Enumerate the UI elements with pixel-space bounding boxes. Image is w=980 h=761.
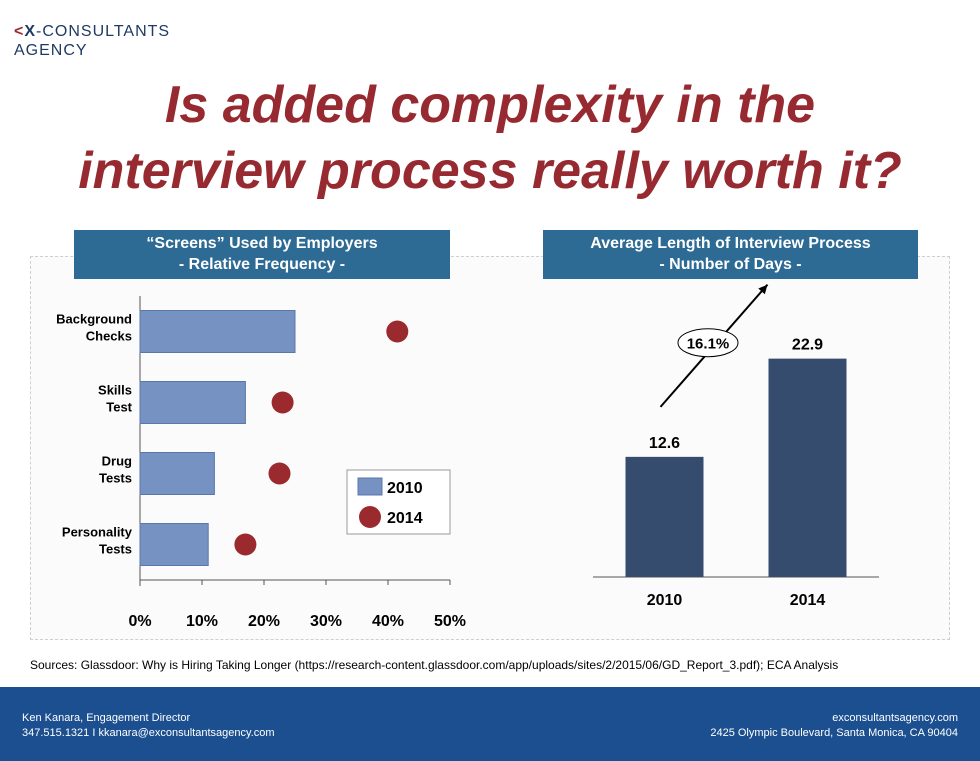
title-line1: Is added complexity in the — [164, 76, 816, 134]
dot-2014 — [268, 462, 291, 485]
bar-2010 — [139, 452, 215, 495]
legend-label-2014: 2014 — [387, 510, 423, 527]
category-label: Drug — [102, 454, 132, 469]
legend-label-2010: 2010 — [387, 480, 423, 497]
x-tick-label: 40% — [372, 613, 404, 630]
category-label: 2010 — [647, 592, 683, 609]
footer-address: 2425 Olympic Boulevard, Santa Monica, CA… — [710, 727, 958, 739]
footer-name: Ken Kanara, Engagement Director — [22, 712, 191, 724]
bar-2010 — [139, 381, 246, 424]
x-tick-label: 30% — [310, 613, 342, 630]
data-label: 12.6 — [649, 435, 680, 452]
dot-2014 — [234, 533, 257, 556]
growth-label: 16.1% — [687, 336, 730, 353]
footer: Ken Kanara, Engagement Director 347.515.… — [0, 687, 980, 761]
dot-2014 — [271, 391, 294, 414]
footer-website[interactable]: exconsultantsagency.com — [832, 712, 958, 724]
bar-2010 — [625, 456, 704, 577]
interview-length-chart: 12.6 2010 22.9 2014 16.1% — [593, 283, 879, 609]
growth-arrowhead — [758, 284, 768, 295]
category-label: Tests — [99, 542, 132, 557]
category-label: 2014 — [790, 592, 826, 609]
bar-2010 — [139, 310, 296, 353]
category-label: Personality — [62, 525, 133, 540]
x-tick-label: 20% — [248, 613, 280, 630]
company-logo: <X-CONSULTANTS AGENCY — [14, 22, 170, 60]
dot-2014 — [386, 320, 409, 343]
growth-label-bubble — [677, 328, 739, 358]
x-tick-label: 50% — [434, 613, 466, 630]
category-label: Checks — [86, 329, 132, 344]
logo-line2: AGENCY — [14, 42, 88, 59]
title-line2: interview process really worth it? — [78, 142, 902, 200]
bar-2010 — [139, 523, 209, 566]
logo-mark: <X — [14, 23, 37, 40]
category-label: Test — [106, 400, 132, 415]
category-label: Skills — [98, 383, 132, 398]
right-chart-title: Average Length of Interview Process — [590, 235, 871, 252]
footer-contact[interactable]: 347.515.1321 I kkanara@exconsultantsagen… — [22, 727, 275, 739]
x-tick-label: 0% — [128, 613, 151, 630]
legend-swatch-2010 — [357, 477, 383, 496]
left-chart-header: “Screens” Used by Employers - Relative F… — [74, 230, 450, 279]
data-label: 22.9 — [792, 337, 823, 354]
left-chart-subtitle: - Relative Frequency - — [178, 256, 346, 273]
screens-chart: 0% 10% 20% 30% 40% 50% Background Checks Skills T… — [56, 296, 466, 630]
x-tick-label: 10% — [186, 613, 218, 630]
category-label: Tests — [99, 471, 132, 486]
right-chart-header: Average Length of Interview Process - Nu… — [543, 230, 918, 279]
category-label: Background — [56, 312, 132, 327]
logo-line1: -CONSULTANTS — [36, 23, 171, 40]
sources-note: Sources: Glassdoor: Why is Hiring Taking… — [30, 658, 839, 672]
bar-2014 — [768, 358, 847, 577]
right-chart-subtitle: - Number of Days - — [659, 256, 802, 273]
legend-swatch-2014 — [359, 506, 381, 528]
left-chart-title: “Screens” Used by Employers — [146, 235, 378, 252]
page-title: Is added complexity in the interview pro… — [0, 72, 980, 204]
